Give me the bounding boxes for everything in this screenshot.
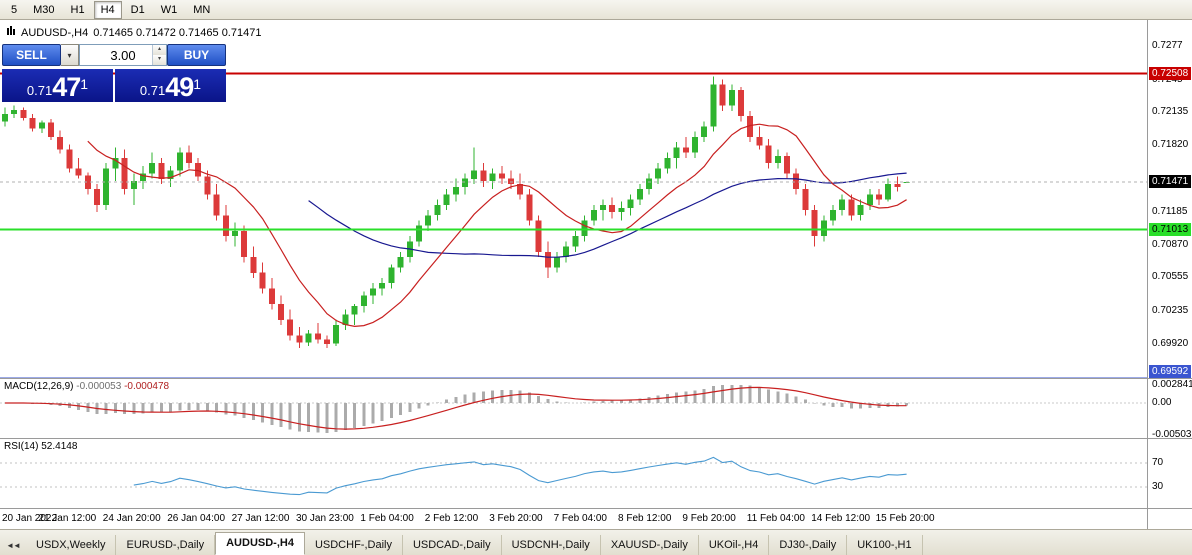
tab-scroll-left-button[interactable]: ◄◄	[0, 536, 26, 555]
chart-tab-usdcad-daily[interactable]: USDCAD-,Daily	[403, 535, 502, 555]
time-label: 21 Jan 12:00	[38, 513, 97, 524]
sell-price-prefix: 0.71	[26, 83, 53, 98]
timeframe-toolbar: 5 M30 H1 H4 D1 W1 MN	[0, 0, 1192, 20]
chart-tab-usdx-weekly[interactable]: USDX,Weekly	[26, 535, 117, 555]
current-price-box: 0.71471	[1149, 175, 1191, 189]
macd-chart	[0, 385, 1147, 433]
sell-price-big: 47	[52, 72, 81, 102]
chart-window: AUDUSD-,H4 0.71465 0.71472 0.71465 0.714…	[0, 20, 1192, 529]
main-chart-region[interactable]: AUDUSD-,H4 0.71465 0.71472 0.71465 0.714…	[0, 20, 1147, 378]
volume-value: 3.00	[110, 47, 136, 63]
chart-tab-xauusd-daily[interactable]: XAUUSD-,Daily	[601, 535, 699, 555]
chart-tab-dj30-daily[interactable]: DJ30-,Daily	[769, 535, 848, 555]
price-label: 0.70870	[1152, 238, 1189, 250]
price-label: 0.72135	[1152, 106, 1189, 118]
chart-symbol-label: AUDUSD-,H4	[21, 26, 89, 39]
volume-field[interactable]: 3.00 ▴ ▾	[79, 44, 167, 66]
volume-increase-button[interactable]: ▴	[153, 45, 166, 55]
one-click-trading-panel: SELL ▾ 3.00 ▴ ▾ BUY 0.71 47 1	[2, 44, 226, 102]
time-label: 24 Jan 20:00	[102, 513, 161, 524]
chart-tab-bar: ◄◄ USDX,Weekly EURUSD-,Daily AUDUSD-,H4 USD…	[0, 529, 1192, 555]
rsi-scale-label: 30	[1152, 481, 1164, 492]
double-left-arrow-icon: ◄◄	[6, 541, 21, 550]
rsi-header: RSI(14) 52.4148	[4, 441, 77, 452]
macd-header: MACD(12,26,9) -0.000053 -0.000478	[4, 381, 169, 392]
buy-price-big: 49	[165, 72, 194, 102]
support-line-price-box: 0.71013	[1149, 223, 1191, 237]
price-label: 0.70235	[1152, 304, 1189, 316]
chart-tab-eurusd-daily[interactable]: EURUSD-,Daily	[116, 535, 216, 555]
chart-tab-ukoil-h4[interactable]: UKOil-,H4	[699, 535, 770, 555]
timeframe-button-5[interactable]: 5	[11, 3, 18, 16]
macd-scale-label: 0.002841	[1152, 379, 1192, 390]
timeframe-button-mn[interactable]: MN	[193, 3, 211, 16]
chart-tab-audusd-h4[interactable]: AUDUSD-,H4	[215, 532, 305, 555]
price-label: 0.70555	[1152, 271, 1189, 283]
macd-panel: MACD(12,26,9) -0.000053 -0.000478	[0, 378, 1192, 438]
chart-icon	[6, 26, 16, 39]
time-label: 2 Feb 12:00	[424, 513, 479, 524]
rsi-scale-label: 70	[1152, 457, 1164, 468]
low-line-price-box: 0.69592	[1149, 365, 1191, 378]
macd-main-value: -0.000053	[76, 381, 122, 392]
buy-price-prefix: 0.71	[139, 83, 166, 98]
time-label: 20 Jan 2022	[2, 513, 58, 524]
sell-price-display[interactable]: 0.71 47 1	[2, 69, 113, 102]
macd-label: MACD(12,26,9)	[4, 381, 74, 392]
rsi-panel: RSI(14) 52.4148	[0, 438, 1192, 508]
trade-prices-row: 0.71 47 1 0.71 49 1	[2, 69, 226, 102]
chart-ohlc-values: 0.71465 0.71472 0.71465 0.71471	[93, 26, 262, 39]
sell-price-pipette: 1	[80, 76, 89, 92]
sell-button[interactable]: SELL	[2, 44, 61, 66]
macd-scale-label: -0.005032	[1152, 429, 1192, 440]
time-label: 9 Feb 20:00	[682, 513, 736, 524]
volume-decrease-button[interactable]: ▾	[153, 55, 166, 65]
time-axis: 20 Jan 2022 21 Jan 12:00 24 Jan 20:00 26 Ja…	[0, 508, 1192, 529]
timeframe-button-h1[interactable]: H1	[70, 3, 85, 16]
chevron-down-icon: ▾	[67, 50, 72, 60]
time-label: 8 Feb 12:00	[618, 513, 672, 524]
resistance-line-price-box: 0.72508	[1149, 66, 1191, 80]
trade-controls-row: SELL ▾ 3.00 ▴ ▾ BUY	[2, 44, 226, 66]
buy-button[interactable]: BUY	[167, 44, 226, 66]
rsi-value: 52.4148	[41, 441, 78, 452]
price-scale: 0.72770.72450.721350.718200.711850.70870…	[1147, 20, 1192, 529]
price-label: 0.69920	[1152, 337, 1189, 349]
time-label: 26 Jan 04:00	[167, 513, 226, 524]
timeframe-button-h4[interactable]: H4	[93, 0, 122, 19]
buy-price-pipette: 1	[193, 76, 202, 92]
time-label: 7 Feb 04:00	[553, 513, 607, 524]
chart-tab-usdcnh-daily[interactable]: USDCNH-,Daily	[502, 535, 601, 555]
volume-stepper: ▴ ▾	[152, 45, 166, 65]
rsi-label: RSI(14)	[4, 441, 39, 452]
buy-price-display[interactable]: 0.71 49 1	[115, 69, 226, 102]
price-label: 0.71820	[1152, 139, 1189, 151]
time-label: 30 Jan 23:00	[296, 513, 354, 524]
time-label: 14 Feb 12:00	[811, 513, 871, 524]
price-label: 0.7277	[1152, 40, 1183, 52]
macd-signal-value: -0.000478	[124, 381, 170, 392]
macd-scale-label: 0.00	[1152, 397, 1172, 409]
time-label: 3 Feb 20:00	[489, 513, 543, 524]
chart-title: AUDUSD-,H4 0.71465 0.71472 0.71465 0.714…	[6, 26, 261, 39]
rsi-chart	[0, 456, 1147, 496]
time-label: 11 Feb 04:00	[746, 513, 805, 524]
price-label: 0.71185	[1152, 205, 1188, 217]
chart-tab-uk100-h1[interactable]: UK100-,H1	[847, 535, 923, 555]
timeframe-button-w1[interactable]: W1	[160, 3, 178, 16]
timeframe-button-d1[interactable]: D1	[130, 3, 145, 16]
time-label: 15 Feb 20:00	[875, 513, 935, 524]
timeframe-button-m30[interactable]: M30	[33, 3, 55, 16]
volume-dropdown-button[interactable]: ▾	[61, 44, 79, 66]
chart-tab-usdchf-daily[interactable]: USDCHF-,Daily	[305, 535, 403, 555]
time-label: 1 Feb 04:00	[360, 513, 414, 524]
time-label: 27 Jan 12:00	[231, 513, 290, 524]
